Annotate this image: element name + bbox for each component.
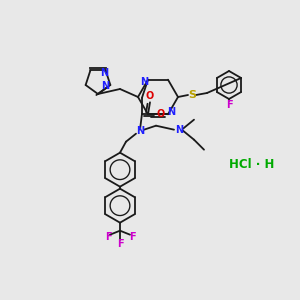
Text: HCl · H: HCl · H bbox=[229, 158, 275, 172]
Text: O: O bbox=[146, 91, 154, 101]
Text: O: O bbox=[157, 109, 165, 119]
Text: N: N bbox=[140, 77, 148, 87]
Text: N: N bbox=[167, 107, 175, 117]
Text: N: N bbox=[136, 126, 144, 136]
Text: F: F bbox=[226, 100, 232, 110]
Text: N: N bbox=[101, 81, 110, 91]
Text: F: F bbox=[105, 232, 111, 242]
Text: N: N bbox=[175, 125, 183, 135]
Text: F: F bbox=[117, 239, 123, 249]
Text: F: F bbox=[129, 232, 135, 242]
Text: N: N bbox=[100, 68, 109, 79]
Text: S: S bbox=[188, 90, 196, 100]
